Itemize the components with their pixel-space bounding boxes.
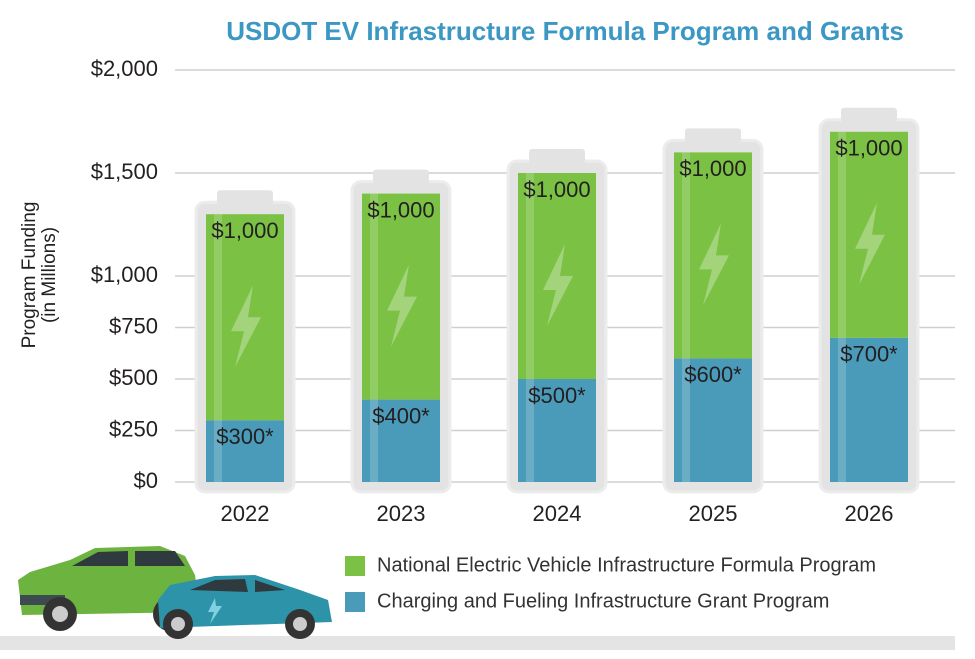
legend-label: Charging and Fueling Infrastructure Gran… (377, 590, 829, 612)
chart-title: USDOT EV Infrastructure Formula Program … (226, 16, 904, 46)
value-label: $1,000 (367, 197, 434, 222)
y-axis-label-line: Program Funding (19, 202, 40, 349)
bar (518, 173, 596, 379)
value-label: $300* (216, 424, 274, 449)
x-tick-label: 2024 (533, 501, 582, 526)
y-tick-label: $2,000 (91, 56, 158, 81)
bolt-icon (543, 244, 573, 326)
bar-highlight (682, 152, 690, 359)
bar-highlight (370, 399, 378, 482)
bar (206, 214, 284, 421)
bar (830, 337, 908, 482)
y-tick-label: $500 (109, 365, 158, 390)
bar-highlight (682, 358, 690, 482)
bar-highlight (838, 131, 846, 338)
value-label: $500* (528, 383, 586, 408)
bar-highlight (526, 379, 534, 482)
legend-label: National Electric Vehicle Infrastructure… (377, 554, 876, 576)
y-tick-label: $1,500 (91, 159, 158, 184)
y-tick-label: $250 (109, 416, 158, 441)
bar-highlight (370, 193, 378, 400)
bolt-icon (855, 202, 885, 285)
value-label: $400* (372, 403, 430, 428)
bar-highlight (214, 214, 222, 421)
value-label: $1,000 (835, 136, 902, 161)
bar (362, 193, 440, 400)
bar-highlight (526, 173, 534, 379)
x-tick-label: 2022 (221, 501, 270, 526)
bar-highlight (838, 337, 846, 482)
bar (362, 399, 440, 482)
bolt-icon (699, 223, 729, 306)
bar (674, 152, 752, 359)
legend-swatch (345, 592, 365, 612)
legend-swatch (345, 556, 365, 576)
value-label: $1,000 (211, 218, 278, 243)
y-tick-label: $0 (134, 468, 158, 493)
x-tick-label: 2023 (377, 501, 426, 526)
bolt-icon (387, 264, 417, 347)
value-label: $1,000 (679, 156, 746, 181)
y-axis-label: Program Funding (in Millions) (19, 202, 60, 349)
bar (674, 358, 752, 482)
x-tick-label: 2025 (689, 501, 738, 526)
cars-illustration (18, 546, 332, 639)
value-label: $600* (684, 362, 742, 387)
bar (830, 131, 908, 338)
battery-cap (529, 149, 585, 163)
value-label: $1,000 (523, 177, 590, 202)
battery-cap (685, 128, 741, 143)
y-tick-label: $1,000 (91, 262, 158, 287)
bar-highlight (214, 420, 222, 482)
x-tick-label: 2026 (845, 501, 894, 526)
bar (206, 420, 284, 482)
ground (0, 636, 955, 650)
value-label: $700* (840, 342, 898, 367)
battery-cap (841, 107, 897, 122)
y-tick-label: $750 (109, 313, 158, 338)
bolt-icon (231, 285, 261, 368)
battery-cap (217, 190, 273, 205)
battery-cap (373, 169, 429, 184)
y-axis-label-line: (in Millions) (39, 227, 60, 323)
bar (518, 379, 596, 482)
